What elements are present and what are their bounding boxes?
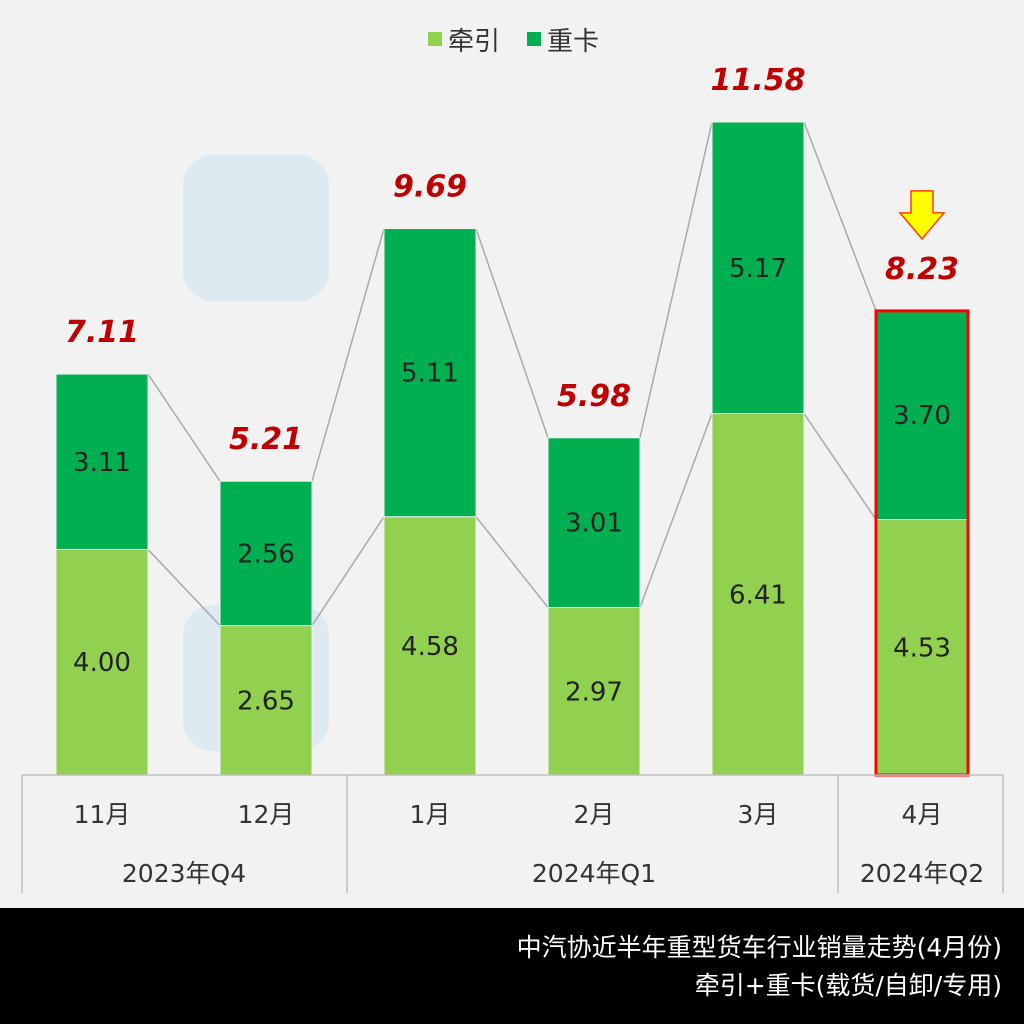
series-line — [639, 121, 713, 438]
legend-swatch — [428, 32, 442, 46]
data-label: 4.53 — [893, 633, 951, 663]
data-label: 3.01 — [565, 509, 623, 539]
x-tick-label: 1月 — [410, 800, 451, 829]
data-label: 2.65 — [237, 686, 295, 716]
data-label: 6.41 — [729, 580, 787, 610]
bar-segment — [875, 519, 969, 776]
data-label: 4.00 — [73, 648, 131, 678]
series-line — [475, 516, 549, 608]
bar-segment — [711, 121, 805, 415]
series-line — [147, 548, 221, 627]
total-label: 7.11 — [65, 315, 139, 350]
total-label: 9.69 — [393, 170, 467, 205]
caption-line-1: 中汽协近半年重型货车行业销量走势(4月份) — [516, 933, 1002, 962]
series-line — [803, 121, 877, 312]
bar-segment — [219, 625, 313, 776]
bar-segment — [711, 413, 805, 776]
bar-segment — [219, 480, 313, 627]
data-label: 4.58 — [401, 632, 459, 662]
total-label: 5.98 — [557, 379, 631, 414]
data-label: 3.70 — [893, 401, 951, 431]
group-label: 2024年Q1 — [532, 859, 656, 888]
down-arrow-icon — [898, 190, 946, 241]
x-tick-label: 2月 — [574, 800, 615, 829]
data-label: 3.11 — [73, 448, 131, 478]
x-tick-label: 4月 — [902, 800, 943, 829]
series-line — [311, 516, 385, 626]
legend-label: 重卡 — [547, 27, 599, 57]
watermark-logo — [183, 155, 329, 301]
stacked-bar-chart: 牵引 重卡 4.00 3.11 7.11 2.65 2.56 5.21 4.58 5.11 9.69… — [21, 27, 1004, 893]
data-label: 5.11 — [401, 359, 459, 389]
group-label: 2024年Q2 — [860, 859, 984, 888]
footer-caption: 中汽协近半年重型货车行业销量走势(4月份) 牵引+重卡(载货/自卸/专用) — [0, 908, 1024, 1024]
legend-swatch — [527, 32, 541, 46]
total-label: 8.23 — [885, 252, 959, 287]
bar-segment — [383, 516, 477, 776]
data-label: 2.56 — [237, 539, 295, 569]
bar-segment — [55, 373, 149, 550]
caption-line-2: 牵引+重卡(载货/自卸/专用) — [694, 971, 1002, 1000]
series-line — [803, 413, 877, 520]
data-label: 5.17 — [729, 254, 787, 284]
series-line — [311, 228, 385, 482]
x-tick-label: 3月 — [738, 800, 779, 829]
bar-segment — [55, 548, 149, 776]
bar-segment — [547, 437, 641, 609]
bar-segment — [875, 310, 969, 521]
bar-segment — [383, 228, 477, 518]
bar-segment — [547, 607, 641, 776]
data-label: 2.97 — [565, 677, 623, 707]
x-tick-label: 12月 — [238, 800, 295, 829]
series-line — [147, 373, 221, 482]
total-label: 11.58 — [711, 63, 806, 98]
total-label: 5.21 — [229, 422, 303, 457]
x-tick-label: 11月 — [74, 800, 131, 829]
legend-label: 牵引 — [448, 27, 500, 57]
series-line — [475, 228, 549, 439]
group-label: 2023年Q4 — [122, 859, 246, 888]
series-line — [639, 413, 713, 608]
